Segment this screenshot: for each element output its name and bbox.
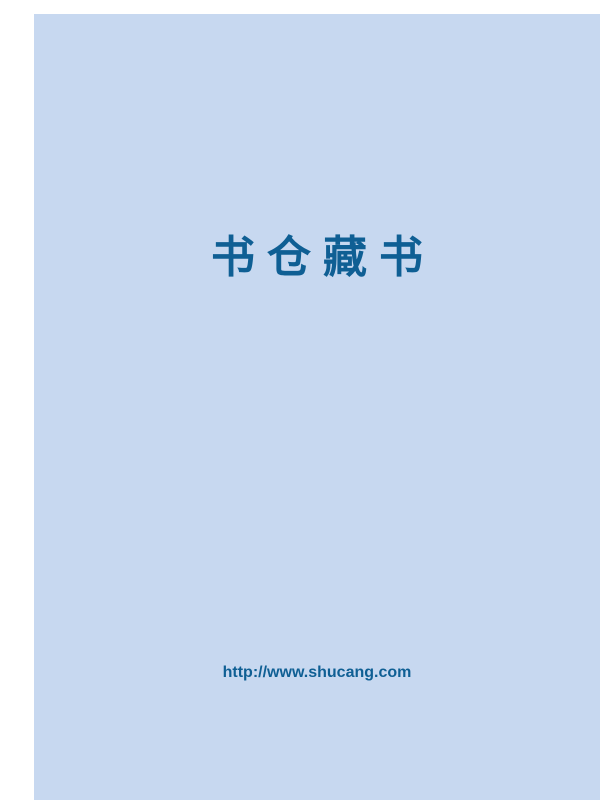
cover-url: http://www.shucang.com: [222, 664, 412, 681]
book-cover: 书仓藏书 http://www.shucang.com: [34, 14, 600, 800]
cover-title: 书仓藏书: [211, 232, 435, 283]
